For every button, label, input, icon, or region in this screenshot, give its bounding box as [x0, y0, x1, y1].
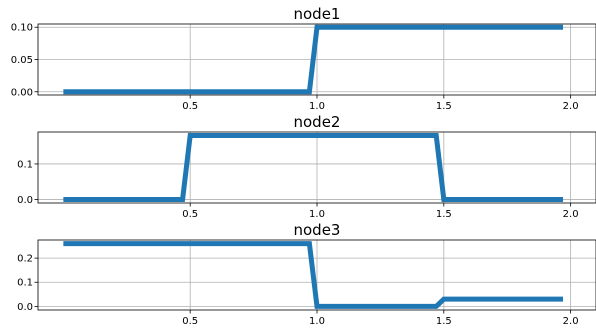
- x-tick-label: 0.5: [182, 316, 198, 327]
- x-tick-label: 1.5: [436, 209, 452, 220]
- y-tick-label: 0.1: [17, 159, 33, 170]
- subplot-title: node2: [294, 113, 341, 131]
- y-tick-label: 0.10: [11, 23, 33, 34]
- subplot-1: 0.5 1.0 1.5 2.0 0.00 0.05 0.10 node1: [11, 5, 596, 112]
- x-tick-label: 0.5: [182, 101, 198, 112]
- x-tick-label: 1.0: [309, 316, 325, 327]
- y-tick-label: 0.05: [11, 55, 33, 66]
- x-tick-label: 1.0: [309, 209, 325, 220]
- subplot-2: 0.5 1.0 1.5 2.0 0.0 0.1 node2: [17, 113, 596, 220]
- x-tick-label: 1.5: [436, 101, 452, 112]
- x-tick-label: 2.0: [563, 316, 579, 327]
- series-line: [63, 241, 564, 309]
- series-line: [63, 24, 564, 95]
- y-tick-label: 0.2: [17, 254, 33, 265]
- subplot-title: node3: [294, 221, 341, 239]
- x-tick-label: 1.5: [436, 316, 452, 327]
- x-tick-label: 2.0: [563, 209, 579, 220]
- x-tick-label: 2.0: [563, 101, 579, 112]
- x-tick-label: 0.5: [182, 209, 198, 220]
- y-tick-label: 0.00: [11, 87, 33, 98]
- y-tick-label: 0.0: [17, 195, 33, 206]
- y-tick-label: 0.1: [17, 278, 33, 289]
- subplot-title: node1: [294, 5, 341, 23]
- series-line: [63, 133, 564, 202]
- subplot-3: 0.5 1.0 1.5 2.0 0.0 0.1 0.2 node3: [17, 221, 596, 327]
- y-tick-label: 0.0: [17, 302, 33, 313]
- x-tick-label: 1.0: [309, 101, 325, 112]
